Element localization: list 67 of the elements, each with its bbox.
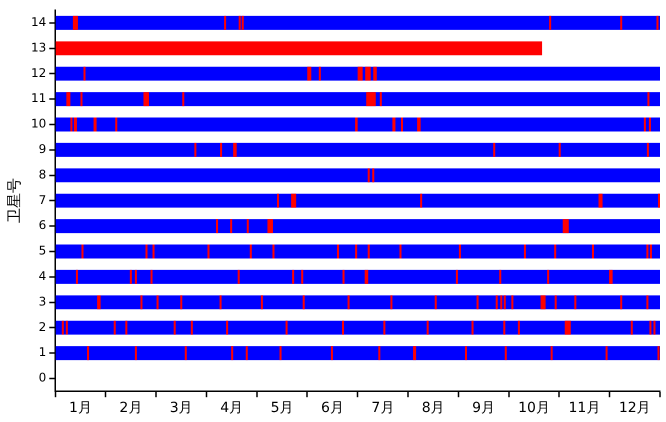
x-tick-label: 9月 (472, 400, 496, 416)
bar (56, 244, 660, 258)
y-tick-label: 6 (38, 218, 46, 232)
x-tick-label: 10月 (518, 400, 550, 416)
x-tick-label: 6月 (320, 400, 344, 416)
bar (72, 16, 78, 30)
bar (56, 168, 660, 182)
bar (56, 320, 660, 335)
bar (56, 118, 660, 132)
bar (97, 295, 101, 310)
bar (56, 295, 660, 310)
bar (56, 92, 660, 106)
bar (143, 92, 150, 106)
bar (413, 346, 416, 360)
y-tick-label: 2 (38, 320, 46, 334)
bar (392, 118, 396, 132)
bar (56, 16, 660, 30)
y-tick-label: 7 (38, 192, 46, 207)
bar (365, 66, 371, 81)
x-tick-label: 5月 (270, 400, 294, 416)
bar (74, 118, 77, 132)
bar (94, 118, 97, 132)
bar (56, 270, 660, 284)
bar (56, 142, 660, 157)
bar (373, 66, 377, 81)
bar (417, 118, 421, 132)
x-tick-label: 1月 (69, 400, 92, 416)
bar (83, 66, 86, 81)
y-tick-label: 5 (38, 244, 46, 258)
bar (562, 219, 569, 234)
bar (56, 41, 542, 56)
bar (307, 66, 312, 81)
y-tick-label: 11 (30, 91, 46, 106)
bar (56, 66, 660, 81)
x-tick-label: 11月 (568, 400, 600, 416)
bar (56, 346, 660, 360)
bar (598, 194, 603, 208)
bar (358, 66, 363, 81)
x-tick-label: 7月 (371, 400, 394, 416)
y-tick-label: 1 (38, 345, 46, 360)
y-tick-label: 9 (38, 142, 46, 156)
bar (609, 270, 613, 284)
bar (364, 270, 368, 284)
bar (366, 92, 376, 106)
bar (66, 92, 70, 106)
bar (267, 219, 273, 234)
y-tick-label: 3 (38, 294, 46, 308)
bar (564, 320, 571, 335)
y-tick-label: 10 (30, 116, 46, 131)
x-tick-label: 4月 (220, 400, 244, 416)
y-tick-label: 12 (30, 66, 46, 80)
bar (56, 194, 660, 208)
bar (56, 219, 660, 234)
x-tick-label: 3月 (170, 400, 193, 416)
y-tick-label: 13 (30, 40, 46, 54)
y-tick-label: 0 (38, 370, 46, 385)
y-tick-label: 14 (30, 15, 46, 30)
bar (540, 295, 546, 310)
y-tick-label: 8 (38, 167, 46, 182)
x-tick-label: 2月 (119, 400, 142, 416)
bar (233, 142, 237, 157)
bar (291, 194, 296, 208)
bar (355, 118, 358, 132)
x-tick-label: 8月 (422, 400, 445, 416)
y-tick-label: 4 (38, 269, 46, 284)
y-axis-title: 卫星号 (4, 178, 23, 224)
x-tick-label: 12月 (618, 400, 651, 416)
